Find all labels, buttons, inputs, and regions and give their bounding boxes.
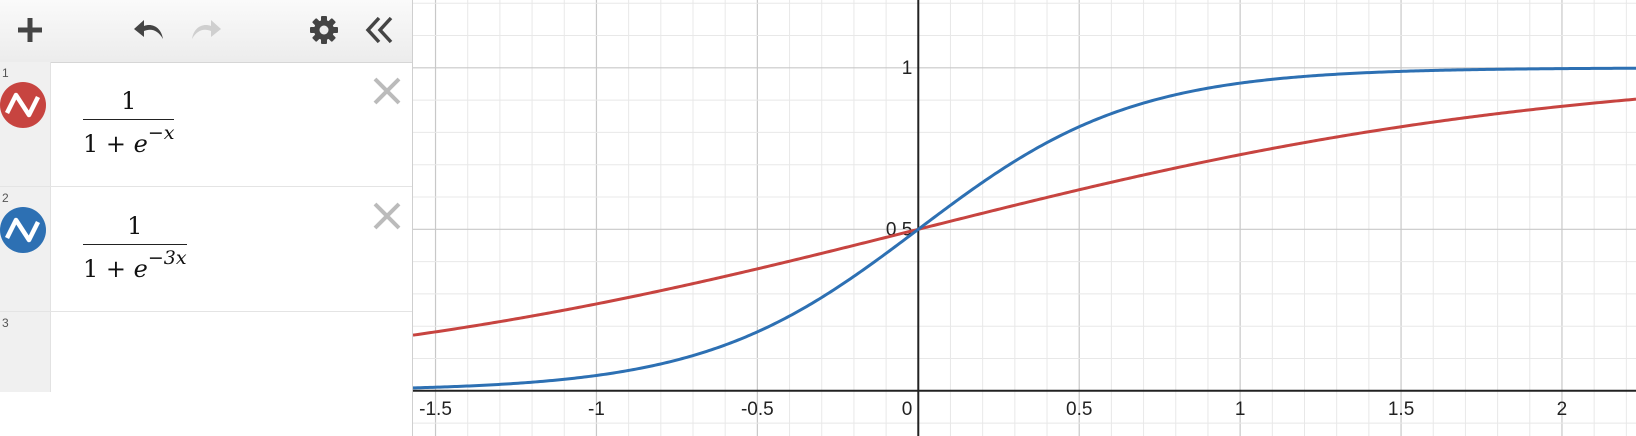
expression-toolbar (0, 0, 412, 63)
undo-button[interactable] (130, 0, 170, 60)
wave-icon (4, 217, 41, 243)
y-tick-label: 1 (902, 58, 913, 79)
expression-gutter: 3 (0, 312, 51, 392)
x-tick-label: -0.5 (741, 399, 774, 420)
curve-expression-2 (413, 66, 1636, 390)
expression-math[interactable]: 1 1 + e−x (83, 87, 175, 158)
expression-index: 2 (2, 191, 9, 205)
x-tick-label: 0.5 (1066, 399, 1092, 420)
expression-row-2[interactable]: 2 1 1 + e−3x (0, 187, 412, 312)
x-tick-label: 1 (1235, 399, 1246, 420)
collapse-panel-button[interactable] (360, 0, 400, 60)
graph-canvas[interactable]: -1.5 -1 -0.5 0 0.5 1 1.5 20.51 (413, 0, 1636, 436)
curve-expression-1 (413, 97, 1636, 337)
delete-expression-icon[interactable] (372, 201, 402, 231)
x-tick-label: 1.5 (1388, 399, 1414, 420)
expression-index: 1 (2, 66, 9, 80)
settings-button[interactable] (306, 0, 342, 60)
fraction-numerator: 1 (121, 87, 137, 115)
expression-gutter: 2 (0, 187, 51, 311)
x-tick-label: 2 (1557, 399, 1568, 420)
undo-icon (134, 20, 163, 39)
gear-icon (310, 16, 338, 44)
expression-gutter: 1 (0, 62, 51, 186)
plus-icon (18, 18, 42, 42)
expression-math[interactable]: 1 1 + e−3x (83, 212, 187, 283)
graph-style-toggle-red[interactable] (0, 82, 46, 128)
fraction-numerator: 1 (127, 212, 143, 240)
fraction-denominator: 1 + e−3x (83, 247, 187, 283)
redo-icon (192, 20, 221, 39)
wave-icon (4, 92, 41, 118)
graph-style-toggle-blue[interactable] (0, 207, 46, 253)
fraction-denominator: 1 + e−x (83, 122, 175, 158)
double-chevron-left-icon (365, 16, 393, 44)
redo-button[interactable] (185, 0, 225, 60)
x-tick-label: 0 (902, 399, 913, 420)
delete-expression-icon[interactable] (372, 76, 402, 106)
add-item-button[interactable] (12, 0, 48, 60)
x-tick-label: -1 (588, 399, 605, 420)
expression-row-1[interactable]: 1 1 1 + e−x (0, 62, 412, 187)
x-tick-label: -1.5 (419, 399, 452, 420)
expression-list-panel: 1 1 1 + e−x 2 (0, 0, 413, 436)
expression-index: 3 (2, 316, 9, 330)
expression-row-3-empty[interactable]: 3 (0, 312, 412, 392)
